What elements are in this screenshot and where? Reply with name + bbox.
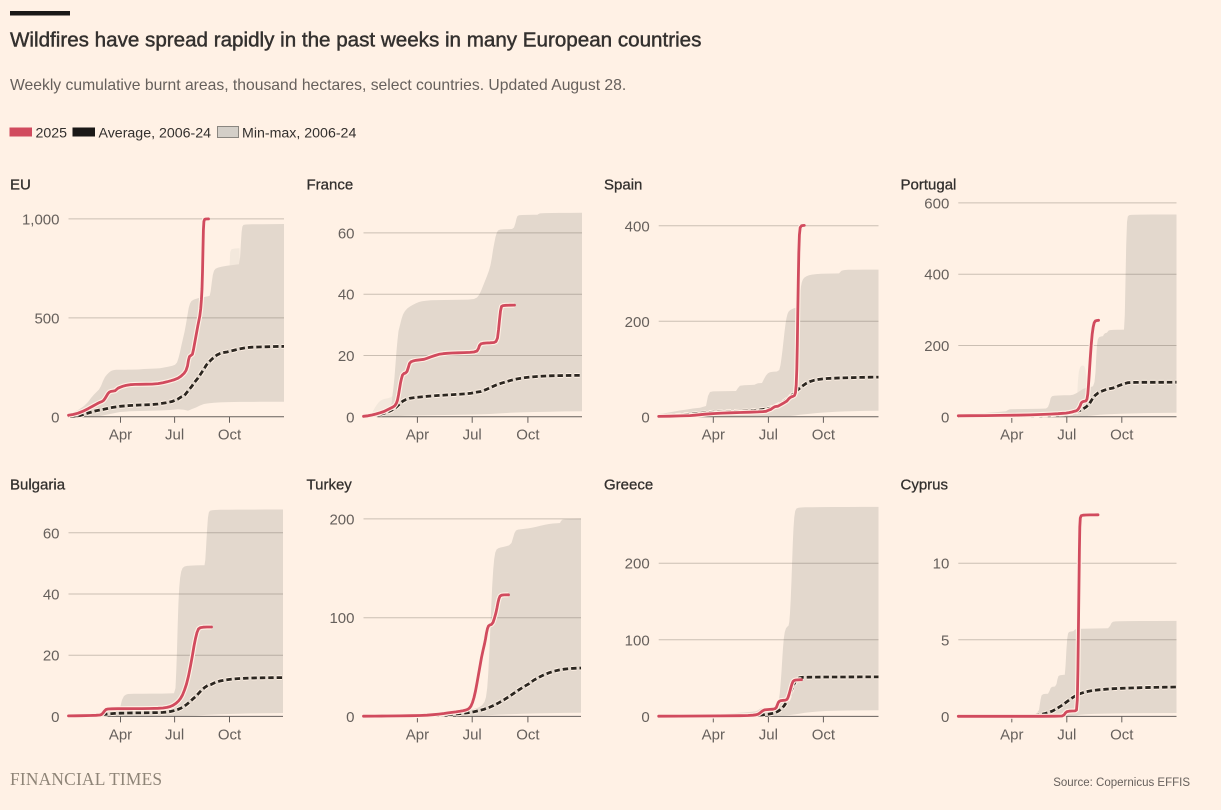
svg-text:Jul: Jul (463, 727, 482, 744)
svg-text:0: 0 (346, 709, 354, 726)
svg-text:Apr: Apr (1000, 727, 1023, 744)
svg-text:0: 0 (346, 409, 354, 426)
svg-text:Oct: Oct (218, 427, 242, 444)
svg-text:Jul: Jul (165, 727, 184, 744)
svg-text:Apr: Apr (406, 427, 429, 444)
svg-text:FINANCIAL TIMES: FINANCIAL TIMES (10, 769, 162, 789)
svg-text:Apr: Apr (406, 727, 429, 744)
svg-text:Apr: Apr (109, 727, 132, 744)
svg-text:0: 0 (51, 709, 59, 726)
svg-text:EU: EU (10, 177, 31, 194)
svg-text:Apr: Apr (702, 427, 725, 444)
svg-text:100: 100 (625, 632, 650, 649)
svg-text:200: 200 (625, 314, 650, 331)
svg-text:Turkey: Turkey (307, 477, 353, 494)
svg-text:France: France (307, 177, 354, 194)
svg-text:Apr: Apr (109, 427, 132, 444)
svg-text:Portugal: Portugal (901, 177, 957, 194)
svg-text:600: 600 (924, 195, 949, 212)
svg-text:100: 100 (329, 610, 354, 627)
svg-text:Jul: Jul (759, 427, 778, 444)
svg-text:0: 0 (641, 709, 649, 726)
svg-text:Oct: Oct (1110, 727, 1134, 744)
svg-text:5: 5 (941, 632, 949, 649)
svg-text:200: 200 (924, 338, 949, 355)
svg-text:Jul: Jul (1057, 727, 1076, 744)
svg-text:Weekly cumulative burnt areas,: Weekly cumulative burnt areas, thousand … (10, 77, 626, 94)
svg-text:Jul: Jul (1057, 427, 1076, 444)
svg-text:0: 0 (941, 409, 949, 426)
svg-text:0: 0 (941, 709, 949, 726)
svg-text:Cyprus: Cyprus (901, 477, 949, 494)
svg-text:Oct: Oct (516, 727, 540, 744)
svg-text:Oct: Oct (218, 727, 242, 744)
svg-text:Oct: Oct (812, 427, 836, 444)
svg-text:40: 40 (338, 287, 355, 304)
svg-text:Jul: Jul (759, 727, 778, 744)
svg-text:60: 60 (43, 525, 60, 542)
svg-text:400: 400 (924, 267, 949, 284)
svg-text:Bulgaria: Bulgaria (10, 477, 66, 494)
svg-text:Oct: Oct (516, 427, 540, 444)
svg-text:Oct: Oct (1110, 427, 1134, 444)
svg-text:Jul: Jul (165, 427, 184, 444)
svg-text:400: 400 (625, 218, 650, 235)
svg-text:2025: 2025 (36, 126, 68, 142)
svg-text:Average, 2006-24: Average, 2006-24 (99, 126, 212, 142)
svg-text:1,000: 1,000 (22, 211, 60, 228)
svg-text:Wildfires have spread rapidly: Wildfires have spread rapidly in the pas… (10, 29, 701, 52)
svg-text:200: 200 (625, 556, 650, 573)
svg-text:Apr: Apr (1000, 427, 1023, 444)
svg-text:Greece: Greece (604, 477, 653, 494)
svg-text:Spain: Spain (604, 177, 642, 194)
svg-text:0: 0 (51, 409, 59, 426)
svg-text:Min-max, 2006-24: Min-max, 2006-24 (242, 126, 356, 142)
svg-text:60: 60 (338, 225, 355, 242)
svg-text:20: 20 (43, 648, 60, 665)
svg-text:Source: Copernicus EFFIS: Source: Copernicus EFFIS (1053, 777, 1190, 789)
svg-text:0: 0 (641, 409, 649, 426)
svg-text:Jul: Jul (463, 427, 482, 444)
svg-text:Apr: Apr (702, 727, 725, 744)
svg-text:200: 200 (329, 511, 354, 528)
svg-text:10: 10 (933, 556, 950, 573)
svg-text:40: 40 (43, 587, 60, 604)
svg-text:500: 500 (34, 310, 59, 327)
svg-text:Oct: Oct (812, 727, 836, 744)
svg-text:20: 20 (338, 348, 355, 365)
